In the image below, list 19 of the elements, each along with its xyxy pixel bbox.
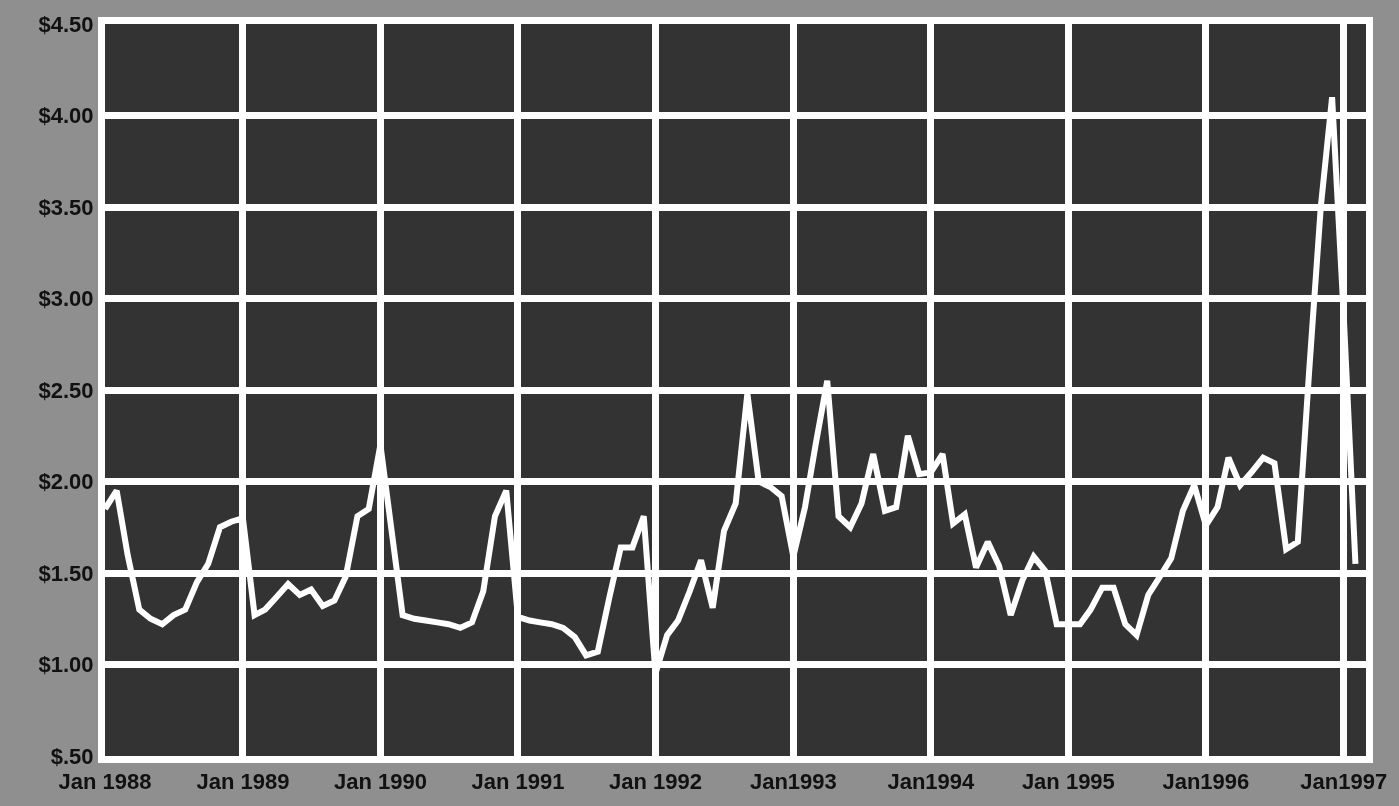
y-tick-label: $1.00 <box>38 652 94 678</box>
x-tick-label: Jan 1988 <box>58 769 152 795</box>
y-tick-label: $3.00 <box>38 286 94 312</box>
y-tick-label: $1.50 <box>38 560 94 586</box>
x-tick-label: Jan 1991 <box>471 769 565 795</box>
x-tick-label: Jan1996 <box>1162 769 1250 795</box>
x-tick-label: Jan 1990 <box>333 769 427 795</box>
x-tick-label: Jan1997 <box>1300 769 1388 795</box>
x-tick-label: Jan1994 <box>887 769 976 795</box>
y-tick-label: $4.00 <box>38 103 94 129</box>
x-tick-label: Jan 1995 <box>1021 769 1115 795</box>
y-tick-label: $2.00 <box>38 469 94 495</box>
y-tick-label: $2.50 <box>38 377 94 403</box>
y-tick-label: $3.50 <box>38 194 94 220</box>
y-tick-label: $.50 <box>50 743 94 769</box>
x-tick-label: Jan1993 <box>749 769 837 795</box>
x-tick-label: Jan 1992 <box>608 769 702 795</box>
y-tick-label: $4.50 <box>38 11 94 37</box>
x-tick-label: Jan 1989 <box>196 769 290 795</box>
